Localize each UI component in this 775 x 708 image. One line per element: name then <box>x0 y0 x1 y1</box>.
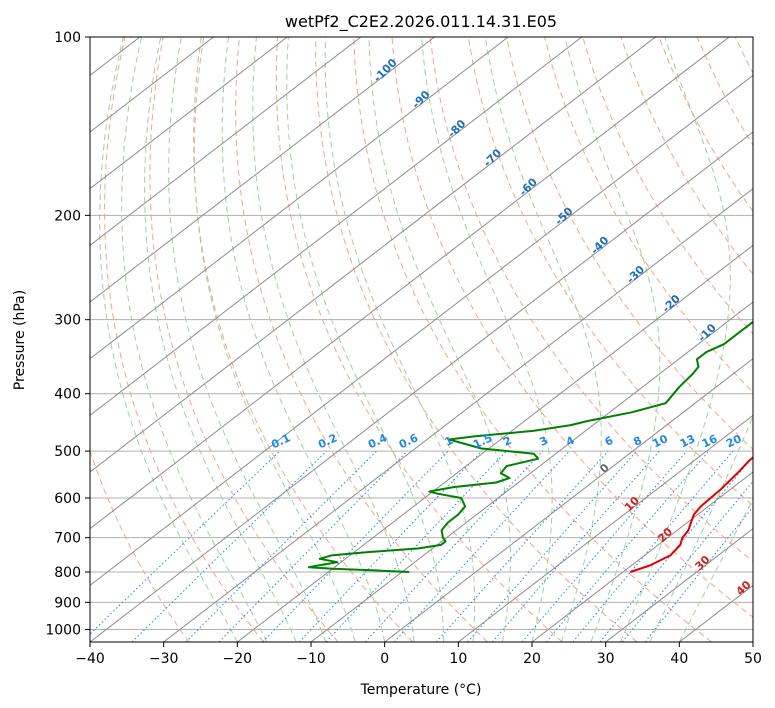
mixing-ratio-line <box>622 480 753 642</box>
dry-adiabat-line <box>582 37 753 335</box>
dry-adiabat-line <box>506 37 753 451</box>
isotherm-line <box>163 188 753 642</box>
isotherm-line <box>458 414 753 642</box>
profile-lines <box>307 320 753 573</box>
mixing-ratio-label: 13 <box>678 432 697 450</box>
mixing-ratio-label: 16 <box>700 432 720 450</box>
x-axis-label: Temperature (°C) <box>360 682 482 698</box>
isotherm-line <box>605 528 753 642</box>
plot-frame <box>89 36 754 643</box>
x-tick-label: −30 <box>149 651 179 667</box>
y-tick-label: 500 <box>54 444 81 460</box>
dry-adiabat-line <box>315 37 638 642</box>
x-tick-label: 40 <box>670 651 688 667</box>
mixing-ratio-line <box>90 450 281 635</box>
y-tick-label: 900 <box>54 595 81 611</box>
isotherm-line <box>90 37 509 360</box>
moist-adiabat-line <box>121 37 268 642</box>
moist-adiabat-line <box>221 37 386 642</box>
isotherm-line <box>90 37 362 246</box>
y-tick-label: 300 <box>54 313 81 329</box>
isotherm-line <box>90 37 435 303</box>
mixing-ratio-line <box>131 450 327 642</box>
chart-title: wetPf2_C2E2.2026.011.14.31.E05 <box>285 12 557 32</box>
isotherm-line <box>310 301 753 642</box>
mixing-ratio-line <box>545 450 710 642</box>
dry-adiabat-line <box>90 449 190 642</box>
mixing-ratio-line <box>262 450 449 642</box>
dry-adiabat-line <box>193 37 414 642</box>
y-tick-label: 1000 <box>45 622 81 638</box>
isotherm-line <box>90 74 753 586</box>
x-tick-label: 30 <box>597 651 615 667</box>
moist-adiabat-line <box>368 37 511 642</box>
dry-adiabat-line <box>235 37 488 642</box>
axes: −40 −30 −20 −10 0 10 20 30 40 50 100 200 300 400 500 60… <box>45 30 762 667</box>
isotherm-line <box>90 131 753 642</box>
y-tick-label: 400 <box>54 387 81 403</box>
y-axis-label: Pressure (hPa) <box>12 290 28 390</box>
y-tick-label: 600 <box>54 491 81 507</box>
isotherm-line <box>90 37 288 190</box>
mixing-ratio-label: 20 <box>724 432 744 450</box>
mixing-ratio-line <box>185 450 377 642</box>
dry-adiabat-line <box>275 37 563 642</box>
moist-adiabat-line <box>619 37 731 642</box>
dewpoint-profile-line <box>307 320 753 573</box>
moist-adiabat-line <box>485 37 602 642</box>
mixing-ratio-label: 10 <box>651 432 671 450</box>
x-tick-label: 20 <box>523 651 541 667</box>
y-tick-label: 800 <box>54 565 81 581</box>
isotherm-line <box>237 244 753 642</box>
temperature-profile-line <box>629 456 753 573</box>
x-tick-label: 50 <box>744 651 762 667</box>
dry-adiabat-line <box>104 37 264 642</box>
isotherm-line <box>384 358 753 642</box>
dry-adiabat-line <box>391 37 753 618</box>
x-tick-label: −10 <box>296 651 326 667</box>
x-tick-label: −40 <box>75 651 105 667</box>
isotherm-line <box>90 37 656 473</box>
moist-adiabat-line <box>99 37 238 642</box>
isotherm-line <box>90 37 730 530</box>
moist-adiabat-line <box>421 37 553 642</box>
moist-adiabat-line <box>168 37 327 642</box>
dry-adiabat-line <box>544 37 753 394</box>
moist-adiabat-line <box>564 37 661 642</box>
mixing-ratio-line <box>467 450 638 642</box>
mixing-ratio-line <box>572 450 734 642</box>
y-tick-label: 100 <box>54 30 81 46</box>
x-tick-label: 0 <box>380 651 389 667</box>
y-tick-label: 200 <box>54 208 81 224</box>
x-tick-label: −20 <box>223 651 253 667</box>
moist-adiabat-line <box>324 37 476 642</box>
x-tick-label: 10 <box>449 651 467 667</box>
plot-area <box>90 37 753 642</box>
isotherm-line <box>531 471 753 642</box>
background-lines <box>90 37 753 642</box>
moist-adiabat-line <box>193 37 356 642</box>
mixing-ratio-line <box>218 450 408 642</box>
mixing-ratio-line <box>436 450 609 642</box>
isotherm-line <box>90 37 583 416</box>
y-tick-label: 700 <box>54 531 81 547</box>
mixing-ratio-line <box>599 456 753 642</box>
mixing-ratio-line <box>298 450 483 642</box>
moist-adiabat-line <box>286 37 445 642</box>
dry-adiabat-line <box>149 37 339 642</box>
mixing-ratio-line <box>325 450 507 642</box>
mixing-ratio-line <box>364 450 544 642</box>
moist-adiabat-line <box>144 37 297 642</box>
